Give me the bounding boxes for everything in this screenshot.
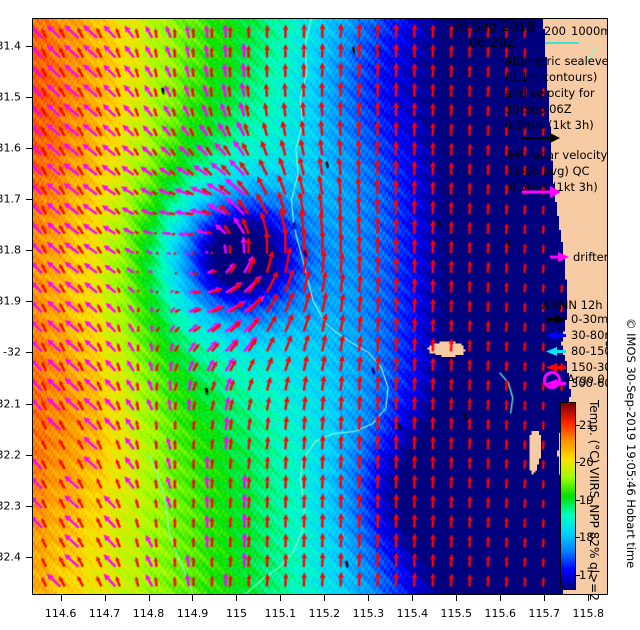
- colorbar-tick-mark: [576, 537, 580, 539]
- x-tick-label: 115.3: [352, 607, 385, 620]
- y-tick-mark: [26, 250, 32, 252]
- anmn-arrow-icon-1: [546, 331, 566, 340]
- hf-annotation-line-0: HF radar velocity: [509, 148, 608, 162]
- y-tick-mark: [26, 352, 32, 354]
- colorbar-tick-mark: [576, 424, 580, 426]
- anmn-legend-label-2: 80-150m: [571, 344, 607, 358]
- x-tick-mark: [324, 595, 326, 601]
- colorbar-tick-mark: [576, 462, 580, 464]
- x-tick-label: 115.1: [264, 607, 297, 620]
- anmn-arrow-icon-2: [546, 347, 566, 356]
- colorbar-tick-label: 20: [579, 455, 594, 470]
- anmn-legend-label-4: 300-600m: [571, 376, 607, 390]
- scalebar-label-200: 200: [544, 24, 566, 38]
- drifter-legend-label: drifter: [573, 250, 608, 264]
- x-tick-label: 115.7: [528, 607, 560, 620]
- hf-annotation-line-2: 0.5m/s (1kt 3h): [509, 180, 598, 194]
- y-tick-mark: [26, 97, 32, 99]
- y-tick-mark: [26, 403, 32, 405]
- y-tick-label: -32.4: [0, 550, 21, 564]
- y-tick-label: -31.5: [0, 90, 21, 104]
- anmn-legend-label-3: 150-300m: [571, 360, 607, 374]
- y-tick-label: -31.4: [0, 39, 21, 53]
- colorbar-tick-mark: [576, 574, 580, 576]
- temperature-colorbar: [560, 402, 576, 590]
- x-tick-mark: [588, 595, 590, 601]
- x-tick-label: 114.6: [44, 607, 77, 620]
- depth-label: depth: [605, 337, 607, 349]
- y-tick-mark: [26, 46, 32, 48]
- y-tick-mark: [26, 301, 32, 303]
- scalebar-label-1000: 1000m: [571, 24, 608, 38]
- colorbar-tick-label: 17: [579, 567, 594, 582]
- map-plot-area[interactable]: 30-Sep-2018 06:20Z 200 1000m Altimetric …: [32, 18, 608, 595]
- anmn-legend-title: ANMN 12h av.: [542, 298, 607, 312]
- argo-legend-label: Argo 0: [567, 372, 605, 386]
- x-tick-mark: [148, 595, 150, 601]
- annotation-line-4: 0.5m/s (1kt 3h): [505, 118, 594, 132]
- x-tick-mark: [456, 595, 458, 601]
- x-tick-mark: [280, 595, 282, 601]
- x-tick-mark: [104, 595, 106, 601]
- anmn-arrow-icon-3: [546, 363, 566, 372]
- y-tick-label: -32.1: [0, 397, 21, 411]
- x-tick-mark: [544, 595, 546, 601]
- x-tick-mark: [236, 595, 238, 601]
- y-tick-label: -31.9: [0, 294, 21, 308]
- x-tick-label: 115: [225, 607, 247, 620]
- annotation-line-3: 30-Sep 06Z: [505, 102, 572, 116]
- figure-time: 06:20Z: [469, 36, 516, 51]
- figure-date: 30-Sep-2018: [451, 20, 535, 35]
- x-tick-label: 115.5: [440, 607, 473, 620]
- hf-annotation-line-1: (3-6h avg) QC: [509, 164, 590, 178]
- y-tick-label: -32: [3, 345, 21, 359]
- x-tick-label: 114.8: [132, 607, 165, 620]
- x-tick-mark: [500, 595, 502, 601]
- annotation-line-2: and velocity for: [505, 86, 595, 100]
- anmn-legend-label-0: 0-30m: [571, 312, 608, 326]
- y-tick-mark: [26, 454, 32, 456]
- x-tick-label: 115.2: [308, 607, 341, 620]
- x-tick-mark: [192, 595, 194, 601]
- anmn-legend-label-1: 30-80m: [571, 328, 607, 342]
- x-tick-label: 115.6: [484, 607, 517, 620]
- x-tick-mark: [368, 595, 370, 601]
- x-tick-label: 115.8: [572, 607, 604, 620]
- anmn-arrow-icon-0: [546, 315, 567, 324]
- y-tick-label: -32.3: [0, 499, 21, 513]
- x-tick-label: 115.4: [396, 607, 429, 620]
- argo-circle-icon: [543, 371, 561, 389]
- drifter-arrow-icon: [550, 252, 569, 262]
- scalebar-line: [545, 42, 579, 44]
- credit-text: © IMOS 30-Sep-2019 19:05:46 Hobart time: [624, 318, 638, 569]
- y-tick-label: -31.6: [0, 141, 21, 155]
- colorbar-tick-label: 21: [579, 417, 594, 432]
- x-tick-mark: [60, 595, 62, 601]
- colorbar-tick-label: 19: [579, 492, 594, 507]
- x-tick-mark: [412, 595, 414, 601]
- y-tick-mark: [26, 199, 32, 201]
- x-tick-label: 114.9: [176, 607, 209, 620]
- x-tick-label: 114.7: [88, 607, 121, 620]
- colorbar-tick-mark: [576, 499, 580, 501]
- hf-radar-key-arrow-icon: [522, 186, 560, 198]
- y-tick-mark: [26, 148, 32, 150]
- y-tick-mark: [26, 505, 32, 507]
- annotation-line-1: (0.1m contours): [505, 70, 598, 84]
- y-tick-label: -31.8: [0, 243, 21, 257]
- y-tick-label: -31.7: [0, 192, 21, 206]
- y-tick-mark: [26, 556, 32, 558]
- velocity-vector-layer: [33, 19, 607, 594]
- altimetric-key-arrow-icon: [522, 133, 560, 143]
- annotation-line-0: Altimetric sealevel: [505, 54, 608, 68]
- y-tick-label: -32.2: [0, 448, 21, 462]
- colorbar-tick-label: 18: [579, 530, 594, 545]
